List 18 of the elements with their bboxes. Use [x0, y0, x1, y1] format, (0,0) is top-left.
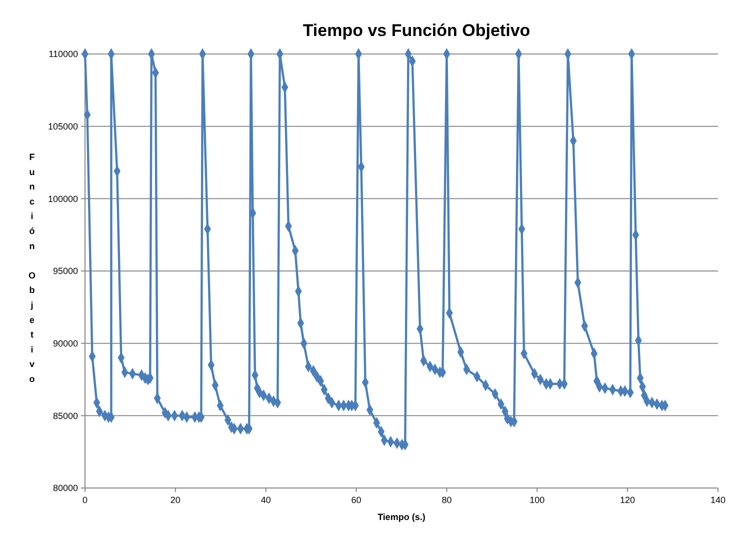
x-tick-label: 40 — [260, 495, 271, 505]
x-axis-title: Tiempo (s.) — [378, 512, 426, 522]
x-tick-label: 100 — [530, 495, 545, 505]
x-tick-label: 140 — [710, 495, 726, 505]
y-tick-label: 100000 — [48, 194, 78, 204]
x-tick-label: 0 — [82, 495, 88, 505]
x-tick-label: 20 — [170, 495, 180, 505]
y-tick-label: 105000 — [48, 121, 78, 132]
x-tick-label: 80 — [442, 495, 452, 505]
x-tick-label: 120 — [620, 495, 636, 505]
y-tick-label: 95000 — [52, 266, 78, 276]
text: Función Objetivo — [28, 152, 36, 384]
y-tick-label: 110000 — [48, 49, 78, 60]
y-tick-label: 85000 — [52, 410, 78, 421]
y-tick-label: 90000 — [52, 338, 78, 348]
x-tick-label: 60 — [351, 495, 362, 505]
chart-title: Tiempo vs Función Objetivo — [302, 21, 530, 40]
y-tick-label: 80000 — [52, 483, 78, 494]
